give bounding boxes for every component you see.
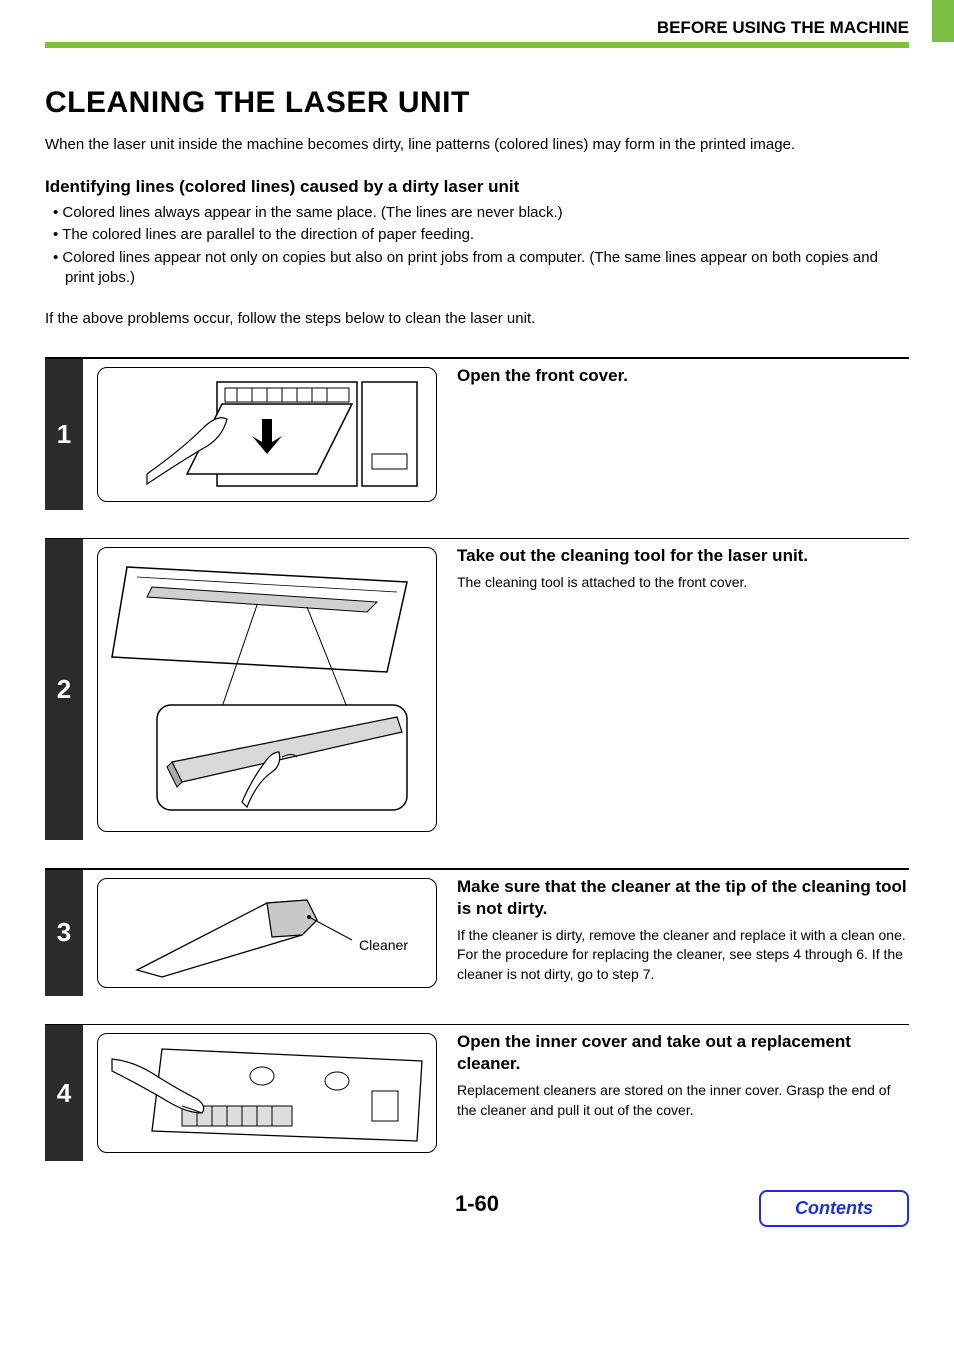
step-number: 4 [45, 1025, 83, 1161]
bullet-list: Colored lines always appear in the same … [53, 203, 909, 288]
bullet-item: The colored lines are parallel to the di… [53, 225, 909, 245]
step-illustration [97, 1033, 437, 1153]
printer-front-cover-icon [107, 374, 427, 494]
step-illustration [97, 547, 437, 832]
followup-text: If the above problems occur, follow the … [45, 310, 909, 327]
step-number: 3 [45, 870, 83, 996]
step-title: Take out the cleaning tool for the laser… [457, 545, 909, 567]
step-1: 1 [45, 357, 909, 510]
cleaner-tip-icon [107, 885, 427, 980]
step-title: Open the front cover. [457, 365, 909, 387]
step-3: 3 Cleaner Make sure that the cleaner at … [45, 868, 909, 996]
subheading: Identifying lines (colored lines) caused… [45, 177, 909, 197]
inner-cover-icon [107, 1041, 427, 1146]
step-description: The cleaning tool is attached to the fro… [457, 573, 909, 593]
header-rule [45, 42, 909, 48]
step-title: Make sure that the cleaner at the tip of… [457, 876, 909, 920]
cleaner-label: Cleaner [359, 937, 408, 953]
step-number: 1 [45, 359, 83, 510]
section-header: BEFORE USING THE MACHINE [45, 10, 909, 42]
step-4: 4 [45, 1024, 909, 1162]
step-description: If the cleaner is dirty, remove the clea… [457, 926, 909, 985]
bullet-item: Colored lines always appear in the same … [53, 203, 909, 223]
intro-text: When the laser unit inside the machine b… [45, 134, 909, 155]
step-illustration [97, 367, 437, 502]
page-title: CLEANING THE LASER UNIT [45, 86, 909, 120]
step-number: 2 [45, 539, 83, 840]
step-description: Replacement cleaners are stored on the i… [457, 1081, 909, 1120]
contents-button[interactable]: Contents [759, 1190, 909, 1227]
bullet-item: Colored lines appear not only on copies … [53, 248, 909, 289]
step-illustration: Cleaner [97, 878, 437, 988]
step-2: 2 [45, 538, 909, 841]
cleaning-tool-icon [107, 557, 427, 822]
step-title: Open the inner cover and take out a repl… [457, 1031, 909, 1075]
